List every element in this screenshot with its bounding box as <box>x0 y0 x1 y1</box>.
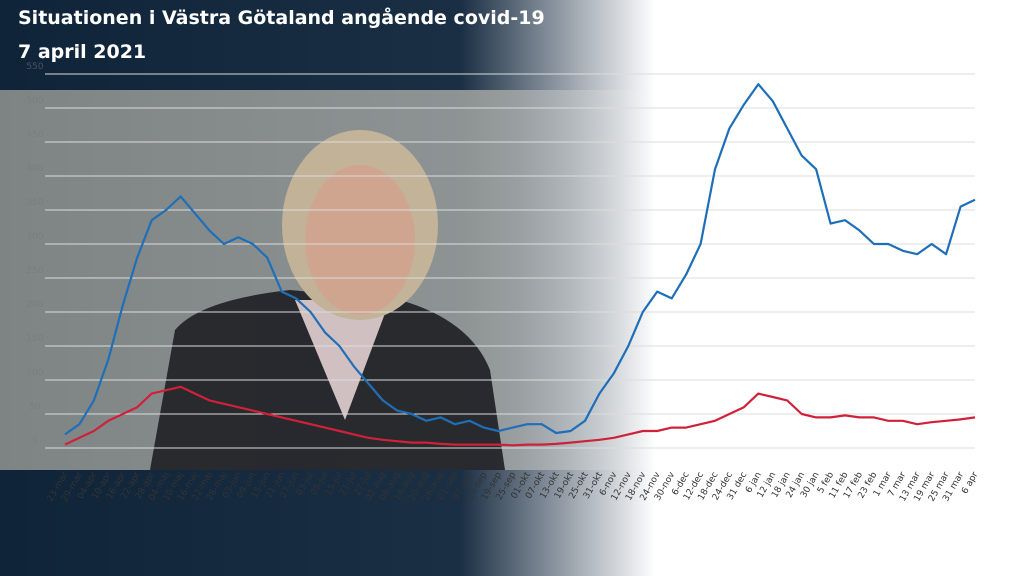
data-line <box>64 385 976 447</box>
y-tick-label: 250 <box>26 266 43 276</box>
subtitle: 7 april 2021 <box>18 41 146 63</box>
y-tick-label: 550 <box>26 62 43 72</box>
y-tick-label: 0 <box>32 436 38 446</box>
y-tick-label: 400 <box>26 164 43 174</box>
y-tick-label: 350 <box>26 198 43 208</box>
y-tick-label: 500 <box>26 96 43 106</box>
y-tick-label: 200 <box>26 300 43 310</box>
y-tick-label: 50 <box>29 402 41 412</box>
title: Situationen i Västra Götaland angående c… <box>18 5 545 29</box>
y-tick-label: 100 <box>26 368 43 378</box>
y-tick-label: 300 <box>26 232 43 242</box>
y-tick-label: 150 <box>26 334 43 344</box>
data-line <box>64 83 976 436</box>
y-tick-label: 450 <box>26 130 43 140</box>
